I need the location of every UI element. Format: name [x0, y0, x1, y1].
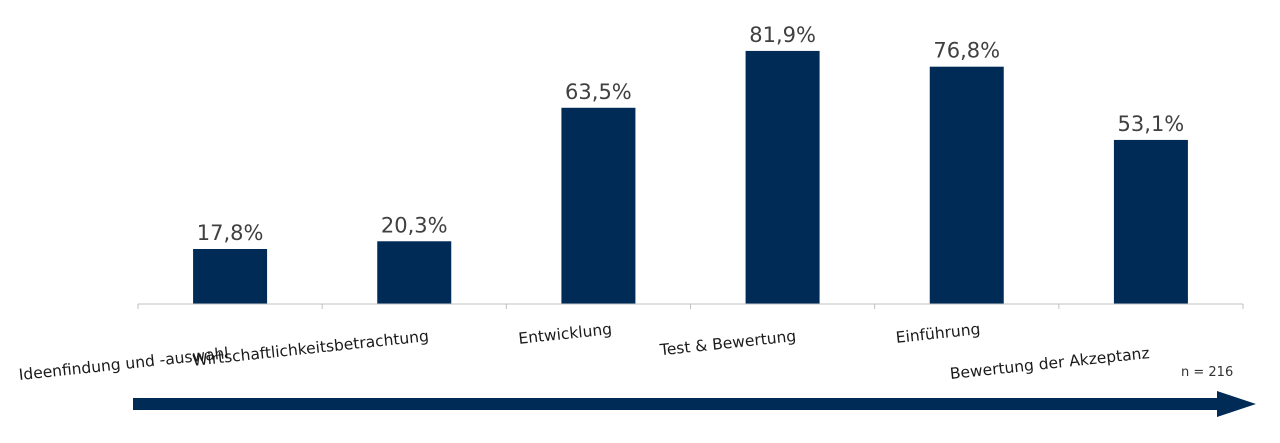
arrow-shaft: [133, 398, 1223, 410]
bar: [745, 50, 820, 304]
bar-value-label: 17,8%: [197, 221, 264, 245]
bar-value-label: 76,8%: [933, 39, 1000, 63]
bar-value-label: 81,9%: [749, 23, 816, 47]
category-label: Wirtschaftlichkeitsbetrachtung: [192, 327, 430, 370]
bar-value-label: 63,5%: [565, 80, 632, 104]
category-label: Entwicklung: [517, 320, 612, 348]
x-axis-ticks: [137, 304, 1244, 309]
category-label: Test & Bewertung: [658, 327, 797, 359]
bar-value-label: 53,1%: [1118, 112, 1185, 136]
category-labels-layer: Ideenfindung und -auswahlWirtschaftlichk…: [18, 320, 1150, 384]
arrow-head: [1217, 391, 1256, 417]
value-labels-layer: 17,8% 20,3% 63,5% 81,9% 76,8% 53,1%: [197, 23, 1185, 245]
bars-layer: [193, 50, 1188, 304]
bar: [193, 248, 268, 304]
bar: [377, 241, 452, 304]
bar: [561, 107, 636, 304]
category-label: Einführung: [895, 320, 981, 347]
bar: [929, 66, 1004, 304]
sample-size-note: n = 216: [1181, 365, 1233, 380]
category-label: Bewertung der Akzeptanz: [949, 344, 1150, 383]
process-arrow: [133, 391, 1256, 417]
bar: [1113, 139, 1188, 304]
bar-value-label: 20,3%: [381, 213, 448, 237]
